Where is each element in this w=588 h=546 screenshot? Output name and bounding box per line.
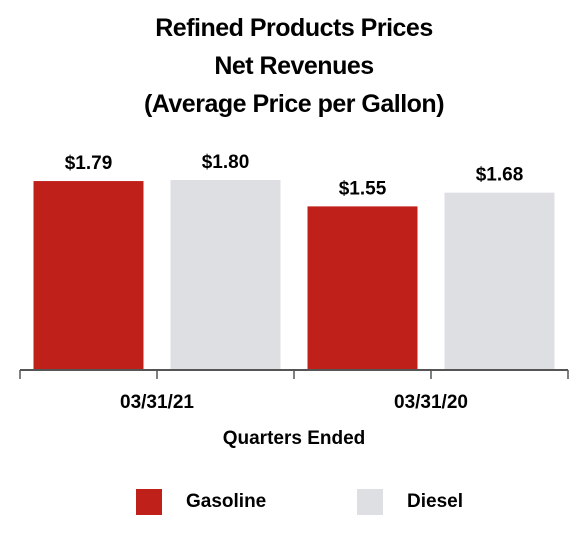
bar-diesel-0 [170,180,281,370]
legend-swatch-diesel [357,489,383,515]
data-label-diesel-0: $1.80 [202,152,250,173]
data-label-gasoline-0: $1.79 [65,153,113,174]
legend-label-diesel: Diesel [407,491,463,512]
bar-gasoline-1 [307,206,418,370]
data-label-gasoline-1: $1.55 [339,178,387,199]
x-tick-label-0: 03/31/21 [120,392,194,413]
x-axis-title: Quarters Ended [222,428,366,449]
legend-swatch-gasoline [136,489,162,515]
bar-gasoline-0 [33,181,144,370]
chart-title-line-3: (Average Price per Gallon) [143,90,445,118]
bar-diesel-1 [444,192,555,370]
x-tick-label-1: 03/31/20 [394,392,468,413]
chart-title-line-1: Refined Products Prices [155,14,433,42]
legend-label-gasoline: Gasoline [186,491,267,512]
data-label-diesel-1: $1.68 [476,165,524,186]
chart-title-line-2: Net Revenues [214,52,374,80]
